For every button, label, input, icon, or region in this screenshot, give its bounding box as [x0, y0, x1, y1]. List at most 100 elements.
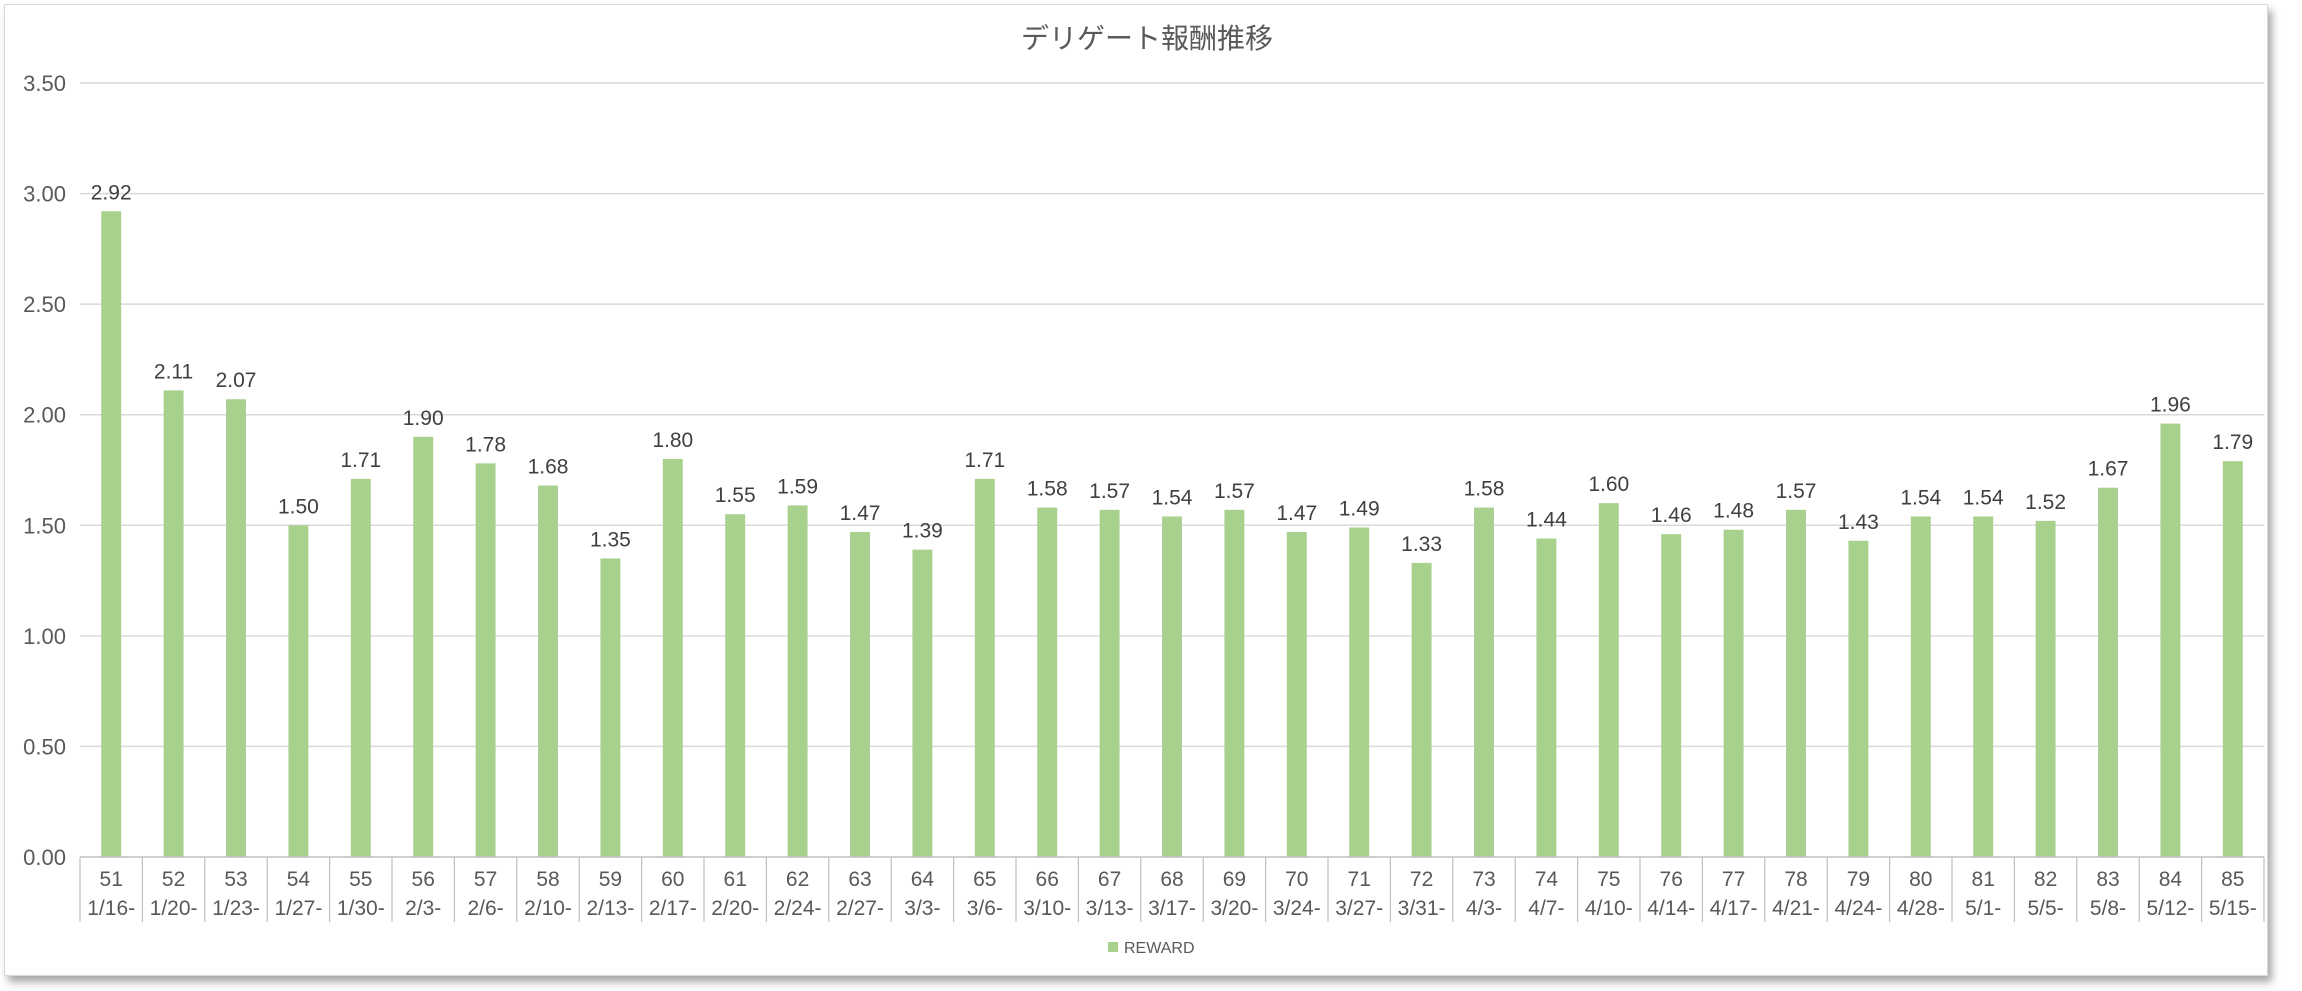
y-tick-label: 3.50 — [23, 71, 66, 96]
bar-73 — [1474, 507, 1494, 857]
x-tick-date: 3/3- — [904, 897, 940, 920]
x-tick-epoch: 60 — [661, 868, 684, 891]
x-tick-epoch: 55 — [349, 868, 372, 891]
x-tick-epoch: 70 — [1285, 868, 1308, 891]
data-label: 2.92 — [91, 181, 132, 204]
bar-71 — [1349, 527, 1370, 857]
data-label: 2.07 — [216, 369, 257, 392]
x-tick-epoch: 75 — [1597, 868, 1620, 891]
bar-65 — [974, 478, 995, 857]
x-tick-epoch: 66 — [1036, 868, 1059, 891]
bar-76 — [1661, 534, 1682, 857]
data-label: 1.71 — [964, 449, 1005, 472]
chart-title: デリゲート報酬推移 — [1021, 22, 1273, 55]
bar-67 — [1099, 509, 1120, 857]
bar-61 — [725, 514, 746, 857]
bar-57 — [475, 463, 496, 857]
y-tick-label: 1.50 — [23, 513, 66, 538]
x-tick-date: 5/8- — [2090, 897, 2126, 920]
x-tick-epoch: 57 — [474, 868, 497, 891]
x-tick-epoch: 58 — [536, 868, 559, 891]
y-tick-label: 3.00 — [23, 182, 66, 207]
bar-68 — [1162, 516, 1182, 857]
x-tick-epoch: 78 — [1784, 868, 1807, 891]
x-tick-date: 3/31- — [1398, 897, 1446, 920]
data-label: 1.68 — [528, 455, 569, 478]
data-label: 1.54 — [1963, 486, 2004, 509]
bar-81 — [1973, 516, 1994, 857]
data-label: 1.55 — [715, 484, 756, 507]
x-tick-epoch: 62 — [786, 868, 809, 891]
x-tick-date: 2/10- — [524, 897, 572, 920]
bar-75 — [1598, 503, 1619, 857]
data-label: 1.71 — [340, 449, 381, 472]
data-label: 1.90 — [403, 407, 444, 430]
data-label: 1.60 — [1588, 473, 1629, 496]
x-tick-date: 4/21- — [1772, 897, 1820, 920]
data-labels: 2.92 2.11 2.07 1.50 1.71 1.90 1.78 1.68 1.35 1.80… — [91, 181, 2253, 556]
x-tick-date: 5/5- — [2028, 897, 2064, 920]
bar-77 — [1723, 529, 1744, 857]
x-axis: 51 1/16- 52 1/20- 53 1/23- 54 1/27- 55 1/30- 56 2/3… — [79, 856, 2265, 922]
data-label: 1.39 — [902, 520, 943, 543]
bar-55 — [350, 478, 371, 857]
bars — [101, 211, 2243, 857]
bar-69 — [1224, 509, 1245, 857]
x-tick-epoch: 52 — [162, 868, 185, 891]
x-tick-epoch: 63 — [848, 868, 871, 891]
data-label: 1.57 — [1776, 480, 1817, 503]
x-tick-date: 2/3- — [405, 897, 441, 920]
x-tick-date: 2/24- — [774, 897, 822, 920]
bar-79 — [1848, 540, 1869, 857]
x-tick-epoch: 85 — [2221, 868, 2244, 891]
x-tick-date: 3/13- — [1086, 897, 1134, 920]
y-tick-label: 0.50 — [23, 734, 66, 759]
data-label: 1.67 — [2088, 458, 2129, 481]
x-tick-epoch: 77 — [1722, 868, 1745, 891]
x-tick-date: 1/27- — [274, 897, 322, 920]
bar-51 — [101, 211, 122, 857]
x-tick-epoch: 84 — [2159, 868, 2183, 891]
x-tick-date: 1/20- — [150, 897, 198, 920]
x-tick-epoch: 83 — [2096, 868, 2119, 891]
legend: REWARD — [1108, 940, 1195, 957]
x-tick-epoch: 76 — [1660, 868, 1683, 891]
bar-74 — [1536, 538, 1557, 857]
x-tick-date: 5/15- — [2209, 897, 2257, 920]
data-label: 2.11 — [154, 360, 193, 383]
data-label: 1.50 — [278, 495, 319, 518]
x-tick-date: 3/24- — [1273, 897, 1321, 920]
x-tick-epoch: 68 — [1160, 868, 1183, 891]
bar-62 — [787, 505, 808, 857]
data-label: 1.58 — [1027, 478, 1068, 501]
x-tick-epoch: 56 — [412, 868, 435, 891]
bar-80 — [1910, 516, 1931, 857]
x-tick-epoch: 53 — [224, 868, 247, 891]
x-tick-epoch: 67 — [1098, 868, 1121, 891]
x-tick-epoch: 81 — [1972, 868, 1995, 891]
bar-64 — [912, 549, 933, 857]
bar-60 — [662, 458, 683, 857]
x-tick-epoch: 64 — [911, 868, 935, 891]
data-label: 1.49 — [1339, 497, 1380, 520]
chart-frame — [4, 4, 2268, 976]
bar-63 — [850, 531, 870, 857]
x-tick-epoch: 79 — [1847, 868, 1870, 891]
x-tick-date: 3/17- — [1148, 897, 1196, 920]
x-tick-date: 3/6- — [967, 897, 1003, 920]
legend-label-reward: REWARD — [1124, 940, 1195, 957]
bar-70 — [1286, 531, 1307, 857]
data-label: 1.52 — [2025, 491, 2066, 514]
x-tick-epoch: 73 — [1472, 868, 1495, 891]
data-label: 1.54 — [1152, 486, 1193, 509]
x-tick-epoch: 54 — [287, 868, 311, 891]
bar-59 — [600, 558, 621, 857]
bar-66 — [1037, 507, 1058, 857]
x-tick-date: 4/10- — [1585, 897, 1633, 920]
x-tick-epoch: 82 — [2034, 868, 2057, 891]
x-tick-date: 2/20- — [711, 897, 759, 920]
data-label: 1.43 — [1838, 511, 1879, 534]
x-tick-date: 4/24- — [1834, 897, 1882, 920]
x-tick-date: 2/17- — [649, 897, 697, 920]
data-label: 1.96 — [2150, 394, 2191, 417]
